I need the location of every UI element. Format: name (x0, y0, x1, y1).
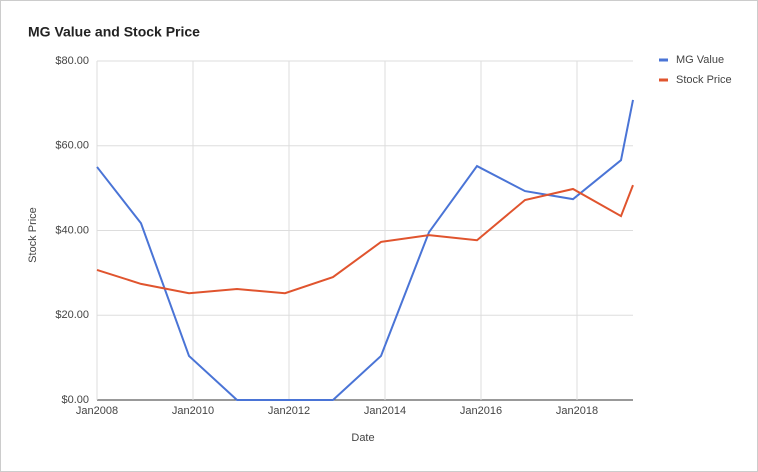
y-axis-label: Stock Price (27, 207, 39, 263)
x-tick-label: Jan2010 (172, 405, 214, 417)
x-tick-label: Jan2008 (76, 405, 118, 417)
x-tick-label: Jan2012 (268, 405, 310, 417)
y-tick-label: $80.00 (55, 55, 89, 67)
series-line (96, 184, 634, 295)
x-axis-label: Date (351, 432, 374, 444)
x-tick-label: Jan2016 (460, 405, 502, 417)
y-tick-label: $40.00 (55, 224, 89, 236)
series-line (96, 99, 634, 401)
legend-label: Stock Price (676, 74, 732, 86)
x-tick-label: Jan2014 (364, 405, 406, 417)
y-tick-label: $20.00 (55, 309, 89, 321)
x-tick-label: Jan2018 (556, 405, 598, 417)
y-tick-label: $0.00 (61, 394, 89, 406)
y-tick-label: $60.00 (55, 140, 89, 152)
chart-title: MG Value and Stock Price (28, 24, 200, 40)
legend-label: MG Value (676, 54, 724, 66)
